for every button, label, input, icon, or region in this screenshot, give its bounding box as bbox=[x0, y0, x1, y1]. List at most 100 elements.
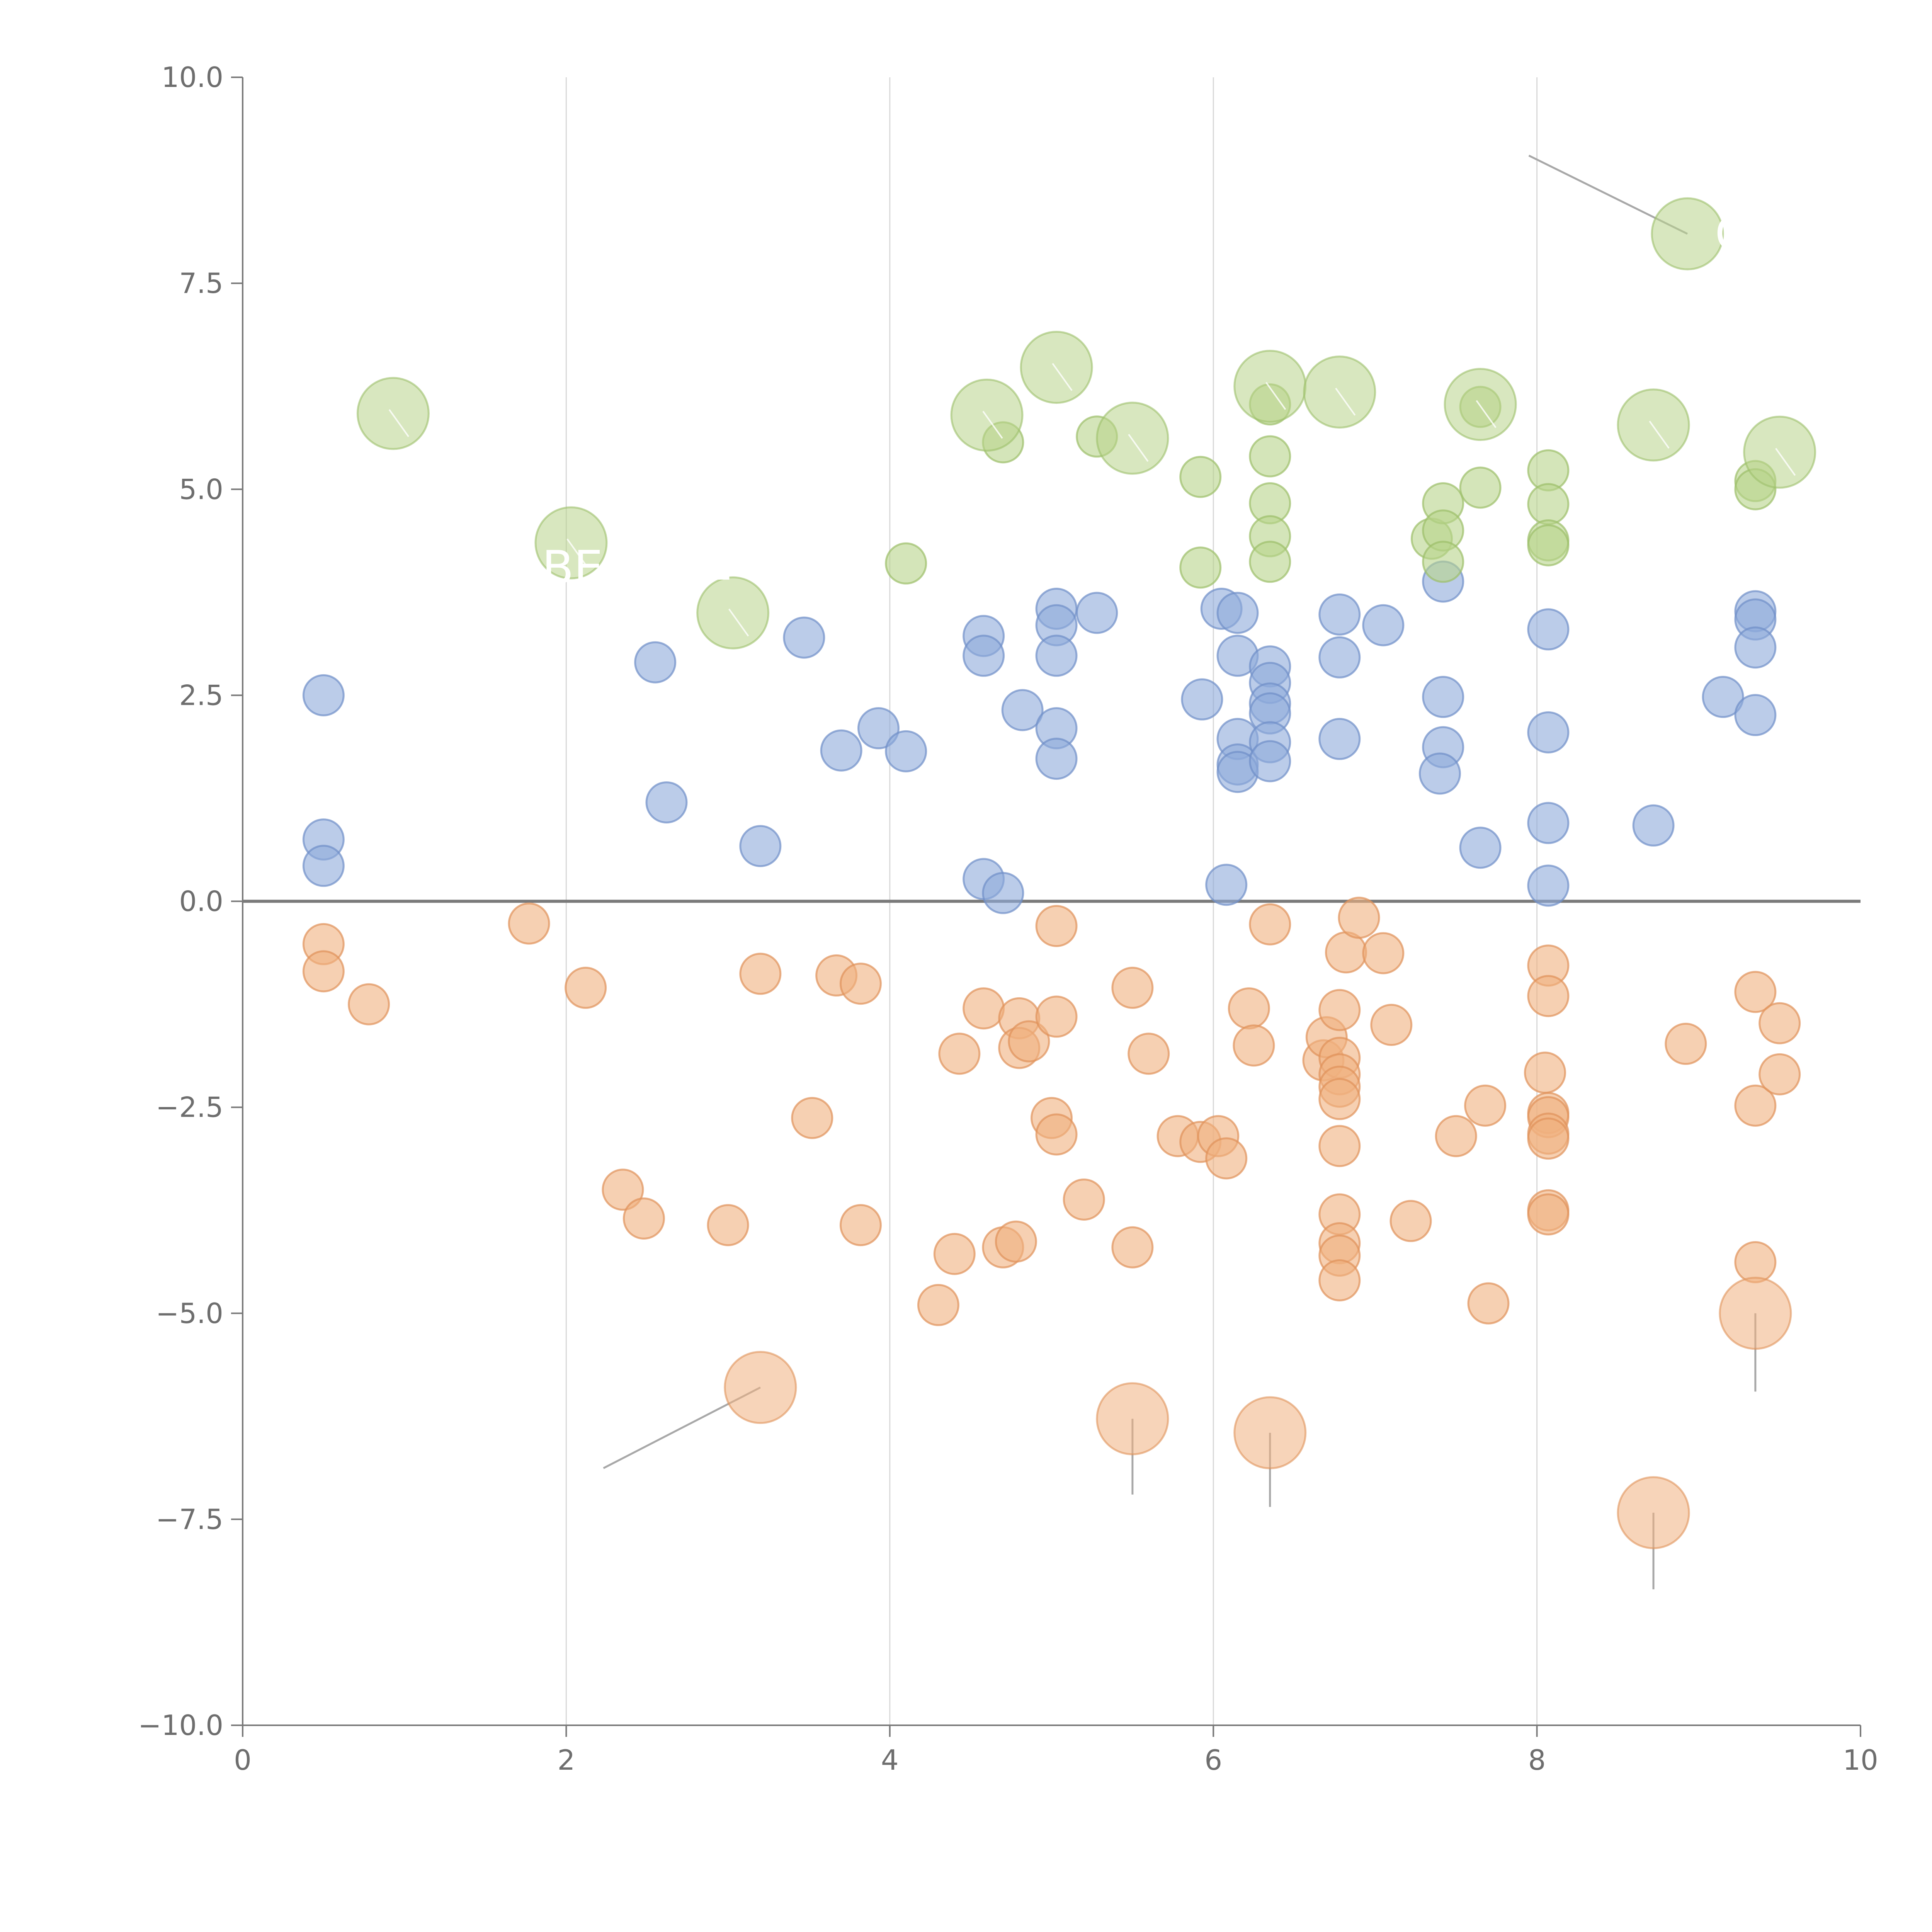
orange-point bbox=[963, 987, 1005, 1030]
green-highlight-point bbox=[696, 576, 770, 650]
x-tick-label: 10 bbox=[1843, 1744, 1878, 1776]
green-point bbox=[1527, 483, 1570, 526]
orange-point bbox=[565, 966, 607, 1009]
orange-highlight-point bbox=[1719, 1277, 1792, 1350]
blue-point bbox=[634, 641, 677, 684]
orange-point bbox=[1035, 1113, 1078, 1156]
orange-point bbox=[739, 952, 782, 995]
green-point bbox=[1422, 541, 1464, 583]
orange-point bbox=[1318, 989, 1361, 1031]
orange-point bbox=[302, 950, 345, 993]
y-tick-label: 7.5 bbox=[179, 267, 223, 299]
orange-highlight-point bbox=[724, 1351, 797, 1424]
blue-point bbox=[739, 825, 782, 867]
orange-point bbox=[602, 1168, 644, 1211]
x-tick-label: 2 bbox=[557, 1744, 575, 1776]
orange-point bbox=[1008, 1020, 1050, 1063]
green-highlight-point bbox=[1233, 350, 1307, 423]
inner-white-leader bbox=[1649, 420, 1670, 449]
blue-point bbox=[1035, 738, 1078, 780]
blue-point bbox=[1249, 740, 1291, 782]
orange-point bbox=[1205, 1137, 1248, 1180]
orange-point bbox=[622, 1197, 665, 1240]
annotation-layer: C BE L bbox=[542, 207, 1747, 595]
green-point bbox=[1249, 541, 1291, 583]
y-tick-label: −5.0 bbox=[156, 1297, 223, 1330]
blue-point bbox=[885, 730, 927, 772]
inner-white-leader bbox=[728, 608, 749, 637]
green-point bbox=[1459, 466, 1502, 509]
orange-point bbox=[1734, 971, 1777, 1013]
blue-point bbox=[1527, 711, 1570, 753]
blue-point bbox=[783, 616, 825, 659]
orange-point bbox=[1527, 1193, 1570, 1236]
annotation-label: C bbox=[1715, 207, 1747, 261]
annotation-label: L bbox=[704, 537, 730, 591]
x-tick-label: 8 bbox=[1528, 1744, 1546, 1776]
y-tick-label: 2.5 bbox=[179, 679, 223, 711]
blue-point bbox=[1205, 864, 1248, 906]
blue-point bbox=[302, 674, 345, 716]
green-highlight-point bbox=[1303, 355, 1376, 429]
orange-point bbox=[1524, 1051, 1566, 1094]
orange-point bbox=[1734, 1084, 1777, 1127]
green-point bbox=[885, 542, 927, 585]
green-point bbox=[1179, 546, 1222, 589]
orange-point bbox=[1734, 1241, 1777, 1284]
inner-white-leader bbox=[1775, 448, 1796, 476]
orange-point bbox=[1318, 1125, 1361, 1167]
blue-point bbox=[1318, 636, 1361, 679]
orange-point bbox=[1228, 987, 1270, 1030]
green-highlight-point bbox=[1020, 331, 1093, 404]
green-highlight-point bbox=[950, 378, 1024, 452]
orange-highlight-point bbox=[1096, 1382, 1169, 1456]
green-point bbox=[1249, 435, 1291, 478]
orange-point bbox=[933, 1233, 976, 1275]
blue-point bbox=[1418, 752, 1461, 795]
orange-point bbox=[1318, 1078, 1361, 1120]
green-highlight-point bbox=[356, 377, 430, 450]
inner-white-leader bbox=[1476, 400, 1497, 428]
orange-point bbox=[1389, 1200, 1432, 1242]
orange-point bbox=[1249, 903, 1291, 946]
blue-point bbox=[857, 707, 900, 750]
blue-point bbox=[1001, 689, 1044, 731]
y-tick-label: 10.0 bbox=[162, 61, 223, 94]
inner-white-leader bbox=[1335, 388, 1356, 416]
orange-point bbox=[1035, 905, 1078, 947]
green-highlight-point bbox=[1651, 197, 1724, 270]
inner-white-leader bbox=[388, 409, 410, 437]
green-highlight-point bbox=[1617, 388, 1690, 462]
blue-point bbox=[645, 781, 688, 824]
x-tick-label: 6 bbox=[1204, 1744, 1222, 1776]
orange-point bbox=[938, 1032, 981, 1075]
orange-point bbox=[1035, 995, 1078, 1038]
orange-point bbox=[1435, 1115, 1477, 1157]
axes-layer: 0 2 4 6 8 10 10.0 7.5 5.0 2.5 0.0 −2.5 −5.0 −7.5 −10.0 bbox=[138, 61, 1878, 1776]
green-highlight-point bbox=[534, 506, 608, 580]
blue-point bbox=[302, 845, 345, 887]
green-point bbox=[1179, 456, 1222, 498]
orange-point bbox=[1464, 1084, 1507, 1127]
blue-point bbox=[1527, 608, 1570, 651]
orange-point bbox=[839, 1204, 882, 1247]
x-tick-label: 4 bbox=[881, 1744, 899, 1776]
y-tick-label: −2.5 bbox=[156, 1091, 223, 1124]
y-tick-label: 5.0 bbox=[179, 473, 223, 505]
orange-point bbox=[1665, 1022, 1707, 1065]
orange-point bbox=[1467, 1282, 1510, 1325]
blue-point bbox=[1076, 592, 1118, 634]
orange-point bbox=[791, 1097, 833, 1139]
y-tick-label: −7.5 bbox=[156, 1503, 223, 1536]
blue-point bbox=[1422, 676, 1464, 718]
orange-point bbox=[1527, 1117, 1570, 1160]
orange-point bbox=[1128, 1032, 1170, 1075]
orange-point bbox=[1111, 966, 1154, 1009]
annotation-label: BE bbox=[542, 541, 603, 595]
orange-point bbox=[995, 1220, 1037, 1263]
green-point bbox=[1527, 524, 1570, 566]
orange-point bbox=[917, 1284, 959, 1326]
y-tick-label: 0.0 bbox=[179, 885, 223, 918]
